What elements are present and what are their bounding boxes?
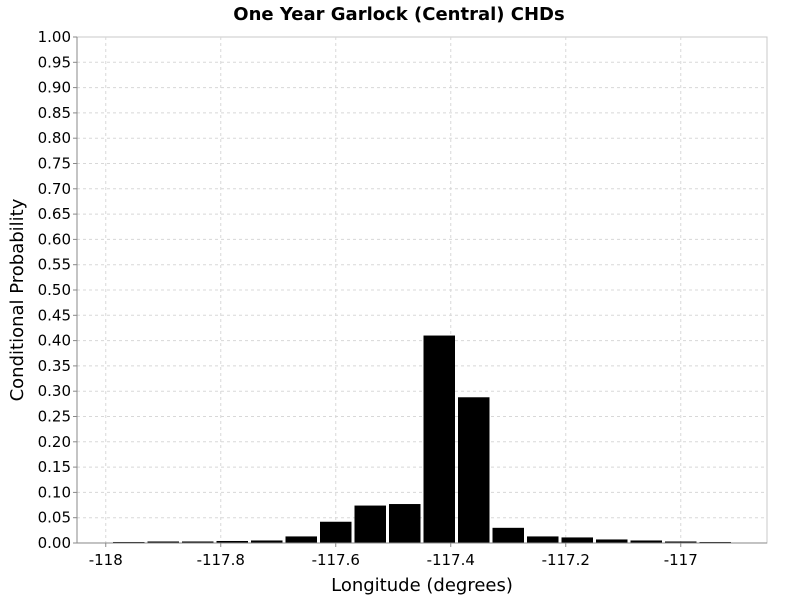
y-tick-label: 1.00 xyxy=(38,28,71,46)
histogram-bar xyxy=(285,536,317,543)
histogram-bar xyxy=(423,335,455,543)
y-tick-label: 0.05 xyxy=(38,509,71,527)
x-tick-label: -117.8 xyxy=(197,551,245,569)
histogram-bar xyxy=(699,541,731,543)
y-tick-label: 0.60 xyxy=(38,230,71,248)
y-tick-label: 0.65 xyxy=(38,205,71,223)
histogram-bar xyxy=(147,541,179,543)
y-tick-label: 0.30 xyxy=(38,382,71,400)
y-tick-label: 0.75 xyxy=(38,155,71,173)
y-axis: 0.00 0.05 0.10 0.15 0.20 0.25 0.30 0.35 0.40 0.45… xyxy=(38,28,78,552)
gridlines xyxy=(77,37,767,543)
chart-title: One Year Garlock (Central) CHDs xyxy=(233,4,564,25)
x-tick-label: -117.6 xyxy=(312,551,360,569)
histogram-bar xyxy=(492,527,524,543)
histogram-bar xyxy=(320,521,352,543)
y-tick-label: 0.95 xyxy=(38,53,71,71)
y-tick-label: 0.35 xyxy=(38,357,71,375)
y-tick-label: 0.15 xyxy=(38,458,71,476)
histogram-bar xyxy=(596,539,628,543)
y-tick-label: 0.45 xyxy=(38,306,71,324)
histogram-bar xyxy=(354,505,386,543)
bars xyxy=(78,335,766,543)
y-tick-label: 0.40 xyxy=(38,332,71,350)
x-axis-label: Longitude (degrees) xyxy=(331,575,513,596)
y-tick-label: 0.00 xyxy=(38,534,71,552)
histogram-bar xyxy=(389,504,421,543)
y-axis-label: Conditional Probability xyxy=(7,198,28,401)
x-axis: -118 -117.8 -117.6 -117.4 -117.2 -117 xyxy=(77,542,767,569)
histogram-bar xyxy=(182,541,214,543)
y-tick-label: 0.10 xyxy=(38,483,71,501)
y-tick-label: 0.25 xyxy=(38,408,71,426)
y-tick-label: 0.80 xyxy=(38,129,71,147)
x-tick-label: -117.2 xyxy=(542,551,590,569)
y-tick-label: 0.90 xyxy=(38,79,71,97)
histogram-bar xyxy=(630,540,662,543)
histogram-bar xyxy=(216,540,248,543)
y-tick-label: 0.55 xyxy=(38,256,71,274)
histogram-bar xyxy=(665,541,697,543)
y-tick-label: 0.20 xyxy=(38,433,71,451)
histogram-bar xyxy=(113,541,145,543)
y-tick-label: 0.50 xyxy=(38,281,71,299)
histogram-bar xyxy=(527,536,559,543)
x-tick-label: -117.4 xyxy=(427,551,475,569)
histogram-bar xyxy=(561,537,593,543)
histogram-bar xyxy=(251,540,283,543)
histogram-bar xyxy=(458,397,490,543)
x-tick-label: -117 xyxy=(664,551,698,569)
x-tick-label: -118 xyxy=(89,551,123,569)
y-tick-label: 0.70 xyxy=(38,180,71,198)
y-tick-label: 0.85 xyxy=(38,104,71,122)
